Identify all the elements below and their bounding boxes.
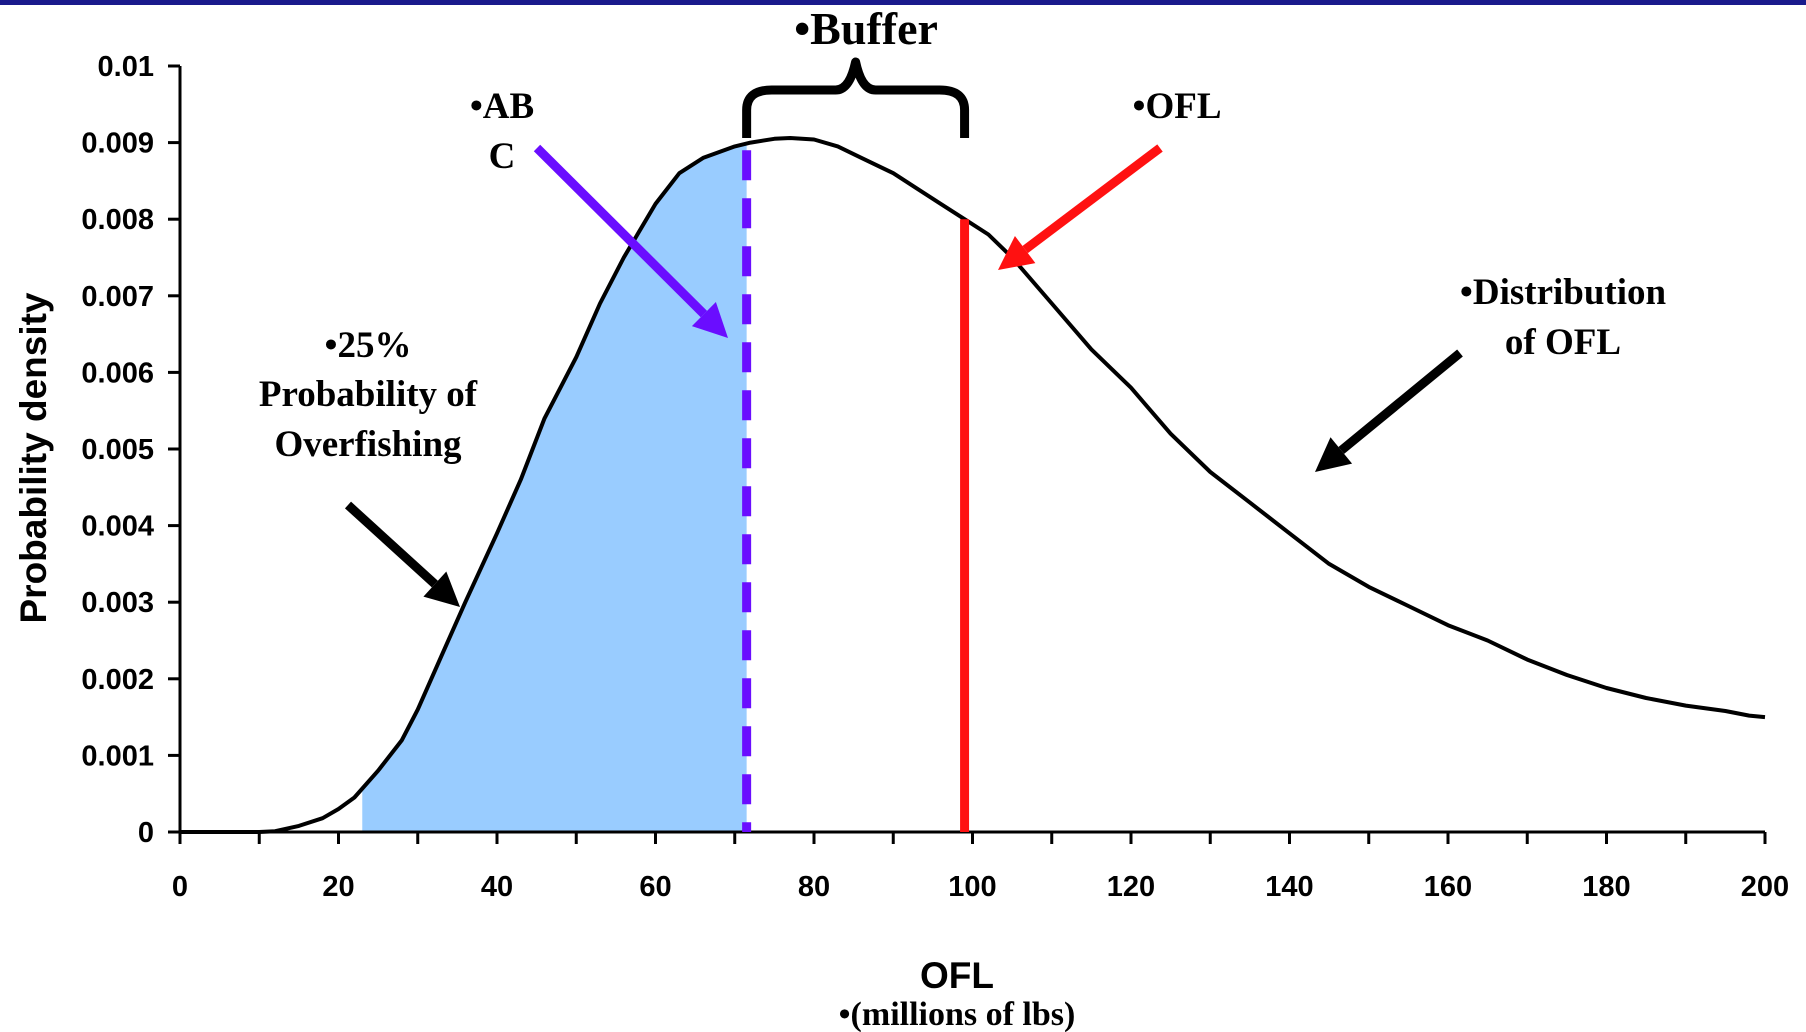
buffer-brace (742, 57, 970, 138)
probability-label-line2: Probability of (259, 374, 478, 415)
y-tick-label: 0.009 (81, 128, 154, 160)
y-tick-label: 0.005 (81, 434, 154, 466)
buffer-label: •Buffer (794, 3, 938, 54)
ofl-arrow (1022, 144, 1163, 254)
ofl-distribution-curve (180, 136, 1766, 834)
x-tick-label: 120 (1107, 871, 1155, 903)
ofl-arrow-head (998, 235, 1036, 270)
curve-layer (180, 136, 1766, 834)
y-tick-label: 0.008 (81, 204, 154, 236)
y-tick-label: 0.003 (81, 587, 154, 619)
abc-label-line2: C (489, 136, 516, 177)
abc-arrow (533, 144, 708, 318)
x-tick-label: 100 (948, 871, 996, 903)
x-tick-label: 180 (1582, 871, 1630, 903)
y-tick-label: 0.007 (81, 281, 154, 313)
abc-label-line1: •AB (470, 86, 534, 127)
y-tick-label: 0.01 (98, 51, 154, 83)
x-axis-subtitle: •(millions of lbs) (839, 996, 1076, 1032)
distribution-label-line1: •Distribution (1460, 272, 1667, 313)
x-tick-label: 200 (1741, 871, 1789, 903)
probability-label-line3: Overfishing (274, 424, 462, 465)
y-tick-label: 0.006 (81, 357, 154, 389)
probability-arrow-head (423, 571, 460, 607)
shaded-probability-area (362, 143, 747, 832)
x-tick-label: 60 (639, 871, 671, 903)
distribution-arrow-head (1315, 437, 1353, 472)
probability-arrow (344, 501, 438, 588)
annotations: •Buffer •AB C •OFL •25% Probability of O… (259, 3, 1667, 465)
y-tick-label: 0.002 (81, 664, 154, 696)
x-tick-label: 140 (1265, 871, 1313, 903)
axes: 0 0.001 0.002 0.003 0.004 0.005 0.006 0.007 0.00… (81, 51, 1789, 903)
distribution-label-line2: of OFL (1505, 322, 1621, 363)
y-tick-label: 0.001 (81, 740, 154, 772)
x-tick-label: 80 (798, 871, 830, 903)
ofl-label: •OFL (1132, 86, 1221, 127)
shaded-region-layer (362, 143, 747, 832)
x-tick-label: 40 (481, 871, 513, 903)
reference-lines (344, 57, 1463, 832)
x-axis-title: OFL (920, 955, 994, 996)
x-tick-label: 20 (322, 871, 354, 903)
top-border (0, 0, 1806, 5)
distribution-arrow (1338, 349, 1463, 454)
y-axis-title: Probability density (13, 292, 54, 623)
y-tick-label: 0 (138, 817, 154, 849)
y-tick-label: 0.004 (81, 511, 154, 543)
probability-label-line1: •25% (325, 325, 412, 366)
x-tick-label: 0 (172, 871, 188, 903)
x-tick-label: 160 (1424, 871, 1472, 903)
abc-arrow-head (691, 301, 728, 338)
